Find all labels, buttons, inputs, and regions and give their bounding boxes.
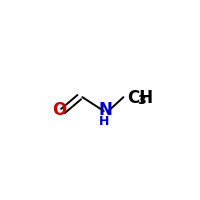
Text: N: N	[99, 101, 113, 119]
Text: CH: CH	[127, 89, 153, 107]
Text: 3: 3	[137, 95, 146, 108]
Text: O: O	[52, 101, 66, 119]
Text: H: H	[99, 115, 110, 128]
